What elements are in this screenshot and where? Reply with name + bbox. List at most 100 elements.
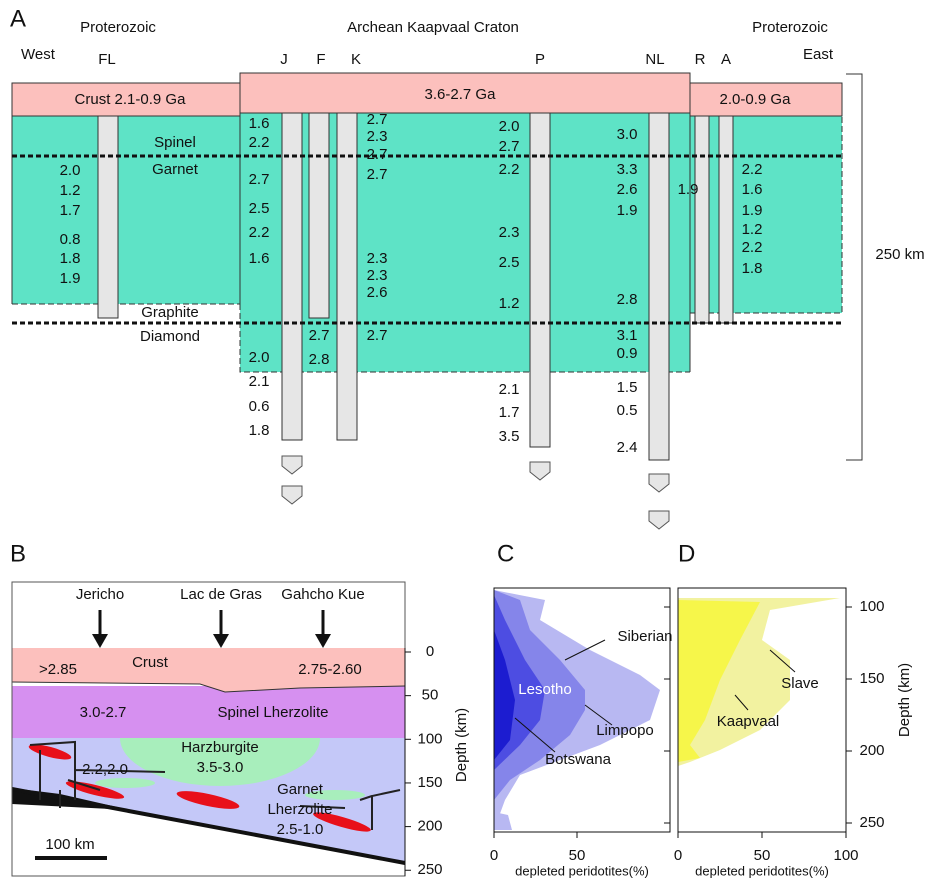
area-label: Slave: [781, 675, 819, 692]
layer-label: Garnet: [277, 781, 324, 798]
age-label: 1.6: [249, 250, 270, 267]
axis-title: depleted peridotites(%): [515, 863, 649, 878]
axis-title: depleted peridotites(%): [695, 863, 829, 878]
column-name: F: [316, 51, 325, 68]
age-label: 2.2: [249, 224, 270, 241]
age-label: 0.9: [617, 345, 638, 362]
age-label: 1.8: [60, 250, 81, 267]
scale-label: 250 km: [875, 246, 924, 263]
column-name: NL: [645, 51, 664, 68]
age-label: 0.6: [249, 398, 270, 415]
column: [309, 113, 329, 318]
age-label: 2.7: [367, 166, 388, 183]
age-label: 1.9: [678, 181, 699, 198]
x-tick-label: 0: [490, 847, 498, 864]
y-tick-label: 250: [417, 861, 442, 878]
site-label: Lac de Gras: [180, 586, 262, 603]
age-label: 1.6: [249, 115, 270, 132]
crust-label: 3.6-2.7 Ga: [425, 86, 497, 103]
age-label: 2.6: [617, 181, 638, 198]
area-tail: [494, 812, 512, 830]
column: [98, 116, 118, 318]
layer-label: Spinel Lherzolite: [218, 704, 329, 721]
crust-label: Crust 2.1-0.9 Ga: [75, 91, 187, 108]
depth-bracket: [846, 74, 862, 460]
column-name: J: [280, 51, 288, 68]
age-label: 3.0: [617, 126, 638, 143]
panel-label: D: [678, 540, 695, 567]
age-label: 2.0: [249, 349, 270, 366]
y-tick-label: 200: [859, 742, 884, 759]
age-label: 1.9: [617, 202, 638, 219]
x-tick-label: 50: [754, 847, 771, 864]
area-label: Siberian: [617, 628, 672, 645]
age-label: 1.2: [499, 295, 520, 312]
region: Archean Kaapvaal Craton: [347, 19, 519, 36]
age-label: 2.8: [309, 351, 330, 368]
chevrons: [282, 456, 669, 529]
column: [649, 113, 669, 460]
panel-b: B Jericho Lac de Gras Gahcho Kue Crust >…: [10, 540, 470, 876]
age-label: 3.5: [499, 428, 520, 445]
age-label: 2.7: [309, 327, 330, 344]
layer-label: Lherzolite: [267, 801, 332, 818]
site-label: Jericho: [76, 586, 124, 603]
y-tick-label: 150: [417, 774, 442, 791]
age-label: 2.2: [249, 134, 270, 151]
age-label: 2.3: [499, 224, 520, 241]
y-tick-label: 150: [859, 670, 884, 687]
column: [695, 116, 709, 323]
zone-label: Spinel: [154, 134, 196, 151]
age-label: 2.1: [499, 381, 520, 398]
age-label: 2.2: [742, 161, 763, 178]
column: [530, 113, 550, 447]
age-label: 1.9: [60, 270, 81, 287]
area-label: Kaapvaal: [717, 713, 780, 730]
age-label: 2.5: [499, 254, 520, 271]
panel-label: C: [497, 540, 514, 567]
area-label: Lesotho: [518, 681, 571, 698]
column-name: P: [535, 51, 545, 68]
direction: West: [21, 46, 56, 63]
age-label: 2.0: [499, 118, 520, 135]
age-label: 1.7: [60, 202, 81, 219]
zone-label: Graphite: [141, 304, 199, 321]
age-label: 2.8: [617, 291, 638, 308]
age-label: 2.1: [249, 373, 270, 390]
region: Proterozoic: [80, 19, 156, 36]
column: [282, 113, 302, 440]
age-label: 2.3: [367, 128, 388, 145]
site-label: Gahcho Kue: [281, 586, 364, 603]
age-label: 0.8: [60, 231, 81, 248]
harzburgite-lens: [95, 778, 155, 788]
age-label: 0.5: [617, 402, 638, 419]
age-label: 1.8: [249, 422, 270, 439]
age-label: 2.0: [60, 162, 81, 179]
axis-title: Depth (km): [453, 708, 470, 782]
age-label: 2.2,2.0: [82, 761, 128, 778]
age-label: 2.75-2.60: [298, 661, 361, 678]
age-label: 3.5-3.0: [197, 759, 244, 776]
y-tick-label: 200: [417, 818, 442, 835]
zone-label: Diamond: [140, 328, 200, 345]
age-label: 2.3: [367, 250, 388, 267]
age-label: 1.2: [742, 221, 763, 238]
mantle-east: [690, 116, 842, 313]
age-label: 2.7: [367, 146, 388, 163]
age-label: 1.9: [742, 202, 763, 219]
age-label: 2.2: [742, 239, 763, 256]
y-tick-label: 250: [859, 814, 884, 831]
panel-label: B: [10, 540, 26, 567]
axis-title: Depth (km): [896, 663, 913, 737]
age-label: >2.85: [39, 661, 77, 678]
scale-label: 100 km: [45, 836, 94, 853]
age-label: 2.7: [367, 111, 388, 128]
age-label: 3.0-2.7: [80, 704, 127, 721]
column-name: FL: [98, 51, 116, 68]
age-label: 1.6: [742, 181, 763, 198]
arrow-heads: [92, 634, 331, 648]
direction: East: [803, 46, 834, 63]
region: Proterozoic: [752, 19, 828, 36]
age-label: 2.7: [499, 138, 520, 155]
zone-label: Garnet: [152, 161, 199, 178]
